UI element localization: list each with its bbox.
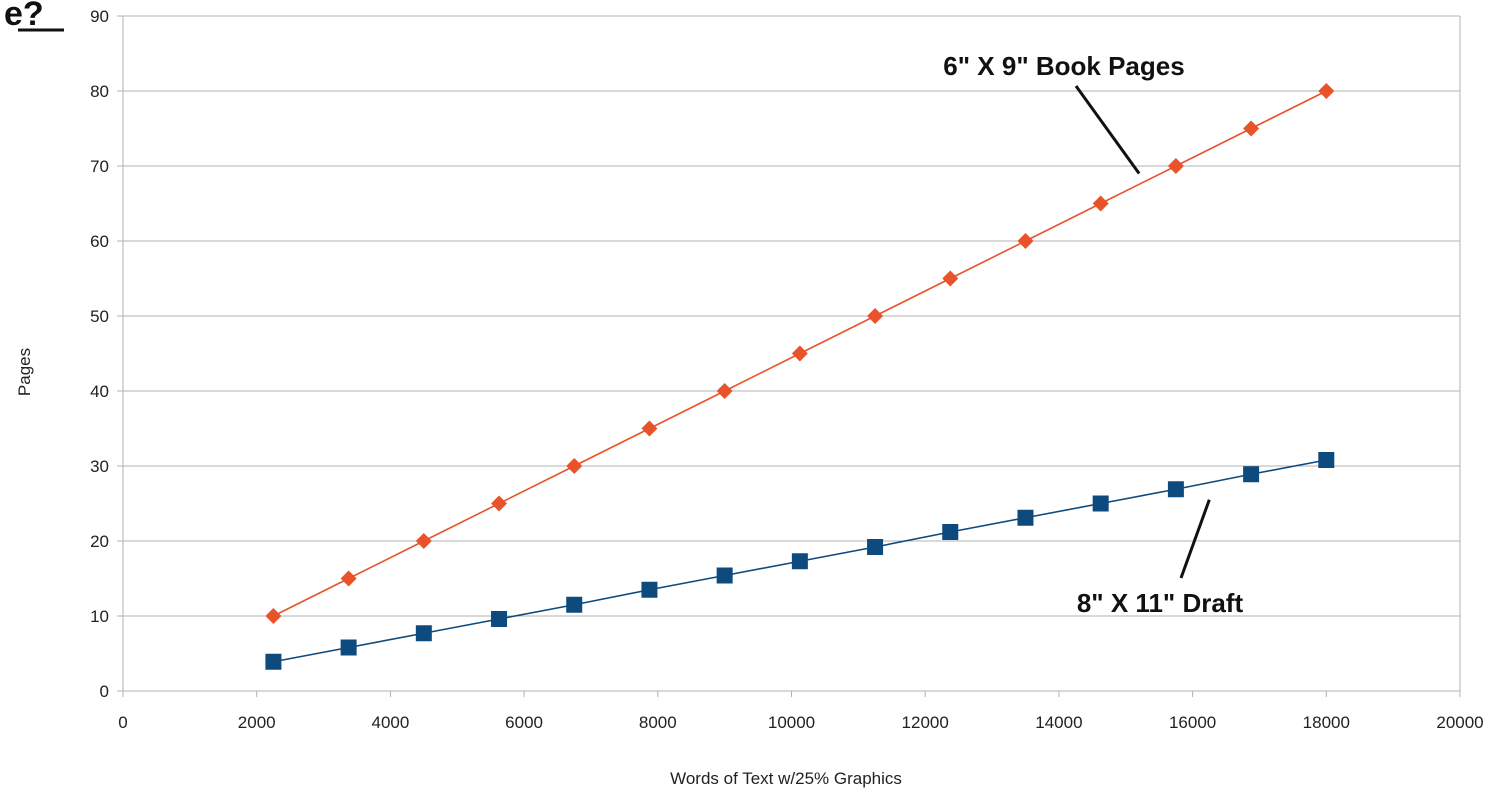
data-point-square — [415, 625, 432, 642]
data-point-diamond — [1243, 120, 1260, 137]
data-point-diamond — [942, 270, 959, 287]
y-tick-label: 20 — [90, 532, 109, 551]
x-tick-label: 0 — [118, 713, 127, 732]
x-tick-label: 10000 — [768, 713, 815, 732]
axes — [117, 15, 1461, 697]
data-point-square — [867, 539, 884, 555]
data-point-diamond — [791, 345, 808, 362]
series-0 — [265, 83, 1335, 624]
data-point-square — [791, 553, 808, 570]
data-point-square — [340, 639, 357, 656]
x-tick-label: 2000 — [238, 713, 276, 732]
data-point-square — [1167, 481, 1184, 498]
data-point-square — [1318, 452, 1335, 468]
data-point-diamond — [415, 533, 432, 549]
data-point-diamond — [716, 383, 733, 399]
y-tick-label: 30 — [90, 457, 109, 476]
annotation-leader-line — [1074, 85, 1141, 175]
y-tick-label: 40 — [90, 382, 109, 401]
data-point-diamond — [867, 308, 884, 324]
data-point-square — [491, 611, 508, 627]
x-tick-label: 18000 — [1303, 713, 1350, 732]
data-point-square — [716, 567, 733, 584]
data-point-diamond — [641, 420, 658, 437]
x-tick-label: 14000 — [1035, 713, 1082, 732]
y-tick-label: 10 — [90, 607, 109, 626]
y-tick-label: 80 — [90, 82, 109, 101]
x-tick-labels: 0 2000 4000 6000 8000 10000 12000 14000 16000 180… — [118, 713, 1483, 732]
data-point-diamond — [340, 570, 357, 587]
x-tick-label: 20000 — [1436, 713, 1483, 732]
data-point-square — [1017, 509, 1034, 526]
x-tick-label: 16000 — [1169, 713, 1216, 732]
grid — [123, 15, 1460, 692]
x-tick-label: 8000 — [639, 713, 677, 732]
y-tick-label: 60 — [90, 232, 109, 251]
corner-text: e? — [4, 0, 44, 33]
x-tick-label: 4000 — [371, 713, 409, 732]
data-point-diamond — [566, 458, 583, 474]
annotation-label: 8" X 11" Draft — [1077, 588, 1244, 618]
data-point-square — [641, 581, 658, 598]
data-point-square — [566, 596, 583, 613]
x-axis-title: Words of Text w/25% Graphics — [670, 769, 902, 788]
x-tick-label: 12000 — [902, 713, 949, 732]
series-1 — [265, 452, 1335, 670]
series-layer — [265, 83, 1335, 670]
data-point-diamond — [1017, 233, 1034, 249]
y-tick-label: 50 — [90, 307, 109, 326]
y-tick-labels: 0 10 20 30 40 50 60 70 80 90 — [90, 7, 109, 701]
data-point-square — [1092, 495, 1109, 512]
data-point-diamond — [1167, 158, 1184, 174]
y-tick-label: 90 — [90, 7, 109, 26]
annotation-leader-line — [1179, 499, 1211, 579]
data-point-diamond — [491, 495, 508, 512]
y-tick-label: 0 — [100, 682, 109, 701]
x-tick-label: 6000 — [505, 713, 543, 732]
annotation-label: 6" X 9" Book Pages — [943, 51, 1184, 81]
data-point-square — [942, 524, 959, 540]
y-axis-title: Pages — [15, 348, 34, 396]
data-point-diamond — [1318, 83, 1335, 99]
data-point-diamond — [265, 608, 282, 624]
data-point-square — [265, 653, 282, 670]
annotations: 6" X 9" Book Pages 8" X 11" Draft — [943, 51, 1243, 618]
data-point-diamond — [1092, 195, 1109, 212]
data-point-square — [1243, 466, 1260, 483]
y-tick-label: 70 — [90, 157, 109, 176]
